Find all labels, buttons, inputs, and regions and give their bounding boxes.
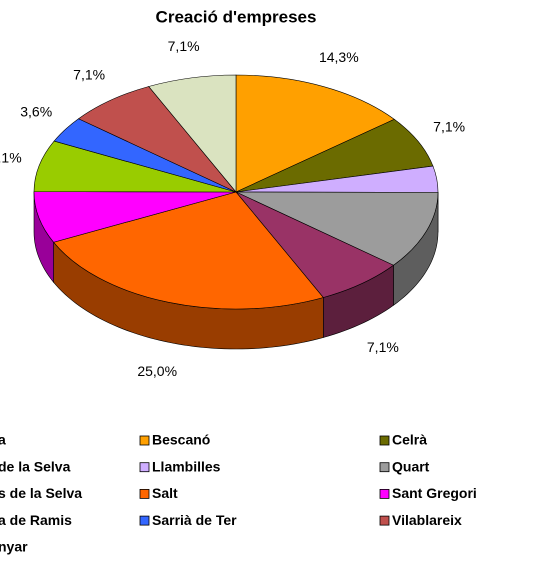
data-label: 7,1%	[168, 38, 200, 54]
legend-label: Llambilles	[152, 458, 221, 474]
legend-item: Celrà	[379, 432, 427, 448]
legend-label: Sarrià de Ter	[152, 512, 237, 528]
legend-label: s de la Selva	[0, 485, 82, 501]
slice-top	[235, 191, 439, 266]
legend-label: Bescanó	[152, 432, 210, 448]
slice	[53, 191, 324, 310]
legend-item: a	[0, 432, 6, 448]
slice-top	[148, 74, 237, 193]
legend-label: a de Ramis	[0, 512, 72, 528]
legend-label: Salt	[152, 485, 178, 501]
data-label: 7,1%	[73, 66, 105, 82]
slice-top	[235, 74, 395, 193]
legend-item: Salt	[139, 485, 178, 501]
tops	[33, 74, 439, 310]
slice	[235, 74, 395, 193]
legend-item: Vilablareix	[379, 512, 462, 528]
legend-label: de la Selva	[0, 458, 71, 474]
legend-swatch	[379, 462, 390, 473]
pie: 14,3% 7,1% 7,1% 25,0% 7,1% 3,6% 7,1% 7,1%	[0, 38, 465, 379]
legend-label: a	[0, 432, 6, 448]
legend-swatch	[379, 515, 390, 526]
legend-item: Sant Gregori	[379, 485, 477, 501]
legend-item: Bescanó	[139, 432, 210, 448]
legend-swatch	[139, 435, 150, 446]
data-label: 7,1%	[367, 339, 399, 355]
legend-label: nyar	[0, 539, 28, 555]
legend-item: nyar	[0, 539, 28, 555]
chart-title: Creació d'empreses	[156, 7, 317, 26]
legend-item: s de la Selva	[0, 485, 82, 501]
data-label: 25,0%	[137, 363, 177, 379]
legend-label: Vilablareix	[392, 512, 462, 528]
legend-swatch	[379, 435, 390, 446]
legend-item: a de Ramis	[0, 512, 72, 528]
legend-label: Quart	[392, 458, 430, 474]
data-label: 14,3%	[319, 49, 359, 65]
legend-item: Sarrià de Ter	[139, 512, 237, 528]
data-label: 3,6%	[20, 103, 52, 119]
slice-top	[53, 191, 324, 310]
data-label: 7,1%	[0, 149, 22, 165]
legend-swatch	[139, 462, 150, 473]
legend-swatch	[139, 515, 150, 526]
slice	[148, 74, 237, 193]
legend-label: Celrà	[392, 432, 427, 448]
legend-swatch	[379, 488, 390, 499]
legend-item: Llambilles	[139, 458, 221, 474]
legend-label: Sant Gregori	[392, 485, 477, 501]
legend-swatch	[139, 488, 150, 499]
slice	[235, 191, 439, 266]
legend: a Bescanó Celrà de la Selva Llambilles Quart s…	[0, 432, 477, 555]
legend-item: de la Selva	[0, 458, 71, 474]
labels: 14,3% 7,1% 7,1% 25,0% 7,1% 3,6% 7,1% 7,1%	[0, 38, 465, 379]
data-label: 7,1%	[433, 118, 465, 134]
legend-item: Quart	[379, 458, 430, 474]
